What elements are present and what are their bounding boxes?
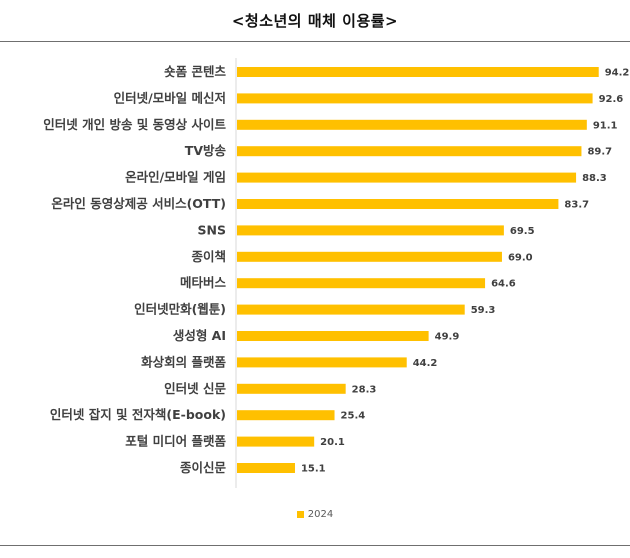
category-label-8: 메타버스 xyxy=(180,275,227,290)
value-label-11: 44.2 xyxy=(413,358,438,369)
bar-7 xyxy=(237,251,502,262)
category-label-6: SNS xyxy=(198,222,226,237)
category-label-4: 온라인/모바일 게임 xyxy=(125,170,226,185)
bar-15 xyxy=(237,463,295,473)
labels-layer: 숏폼 콘텐츠 94.2 인터넷/모바일 메신저 92.6 인터넷 개인 방송 및 동영상… xyxy=(43,64,629,475)
chart-title: <청소년의 매체 이용률> xyxy=(231,12,399,30)
bar-2 xyxy=(237,119,587,130)
top-rule xyxy=(0,41,630,42)
value-label-8: 64.6 xyxy=(491,279,516,290)
category-label-2: 인터넷 개인 방송 및 동영상 사이트 xyxy=(43,117,226,132)
category-label-10: 생성형 AI xyxy=(173,328,226,343)
bar-5 xyxy=(237,199,559,209)
value-label-3: 89.7 xyxy=(587,147,612,158)
bar-6 xyxy=(237,225,504,236)
category-label-5: 온라인 동영상제공 서비스(OTT) xyxy=(51,196,226,211)
bar-13 xyxy=(237,410,335,421)
bar-9 xyxy=(237,304,465,315)
bar-8 xyxy=(237,278,486,289)
category-label-14: 포털 미디어 플랫폼 xyxy=(125,434,226,449)
value-label-6: 69.5 xyxy=(510,226,535,237)
value-label-13: 25.4 xyxy=(341,411,366,422)
value-label-10: 49.9 xyxy=(435,332,460,343)
value-label-14: 20.1 xyxy=(320,437,345,448)
category-label-11: 화상회의 플랫폼 xyxy=(141,354,226,369)
category-label-1: 인터넷/모바일 메신저 xyxy=(114,90,226,105)
category-label-0: 숏폼 콘텐츠 xyxy=(164,64,226,79)
value-label-0: 94.2 xyxy=(605,68,630,79)
category-label-9: 인터넷만화(웹툰) xyxy=(134,302,226,317)
bar-10 xyxy=(237,331,429,341)
category-label-15: 종이신문 xyxy=(180,460,227,475)
bar-4 xyxy=(237,172,577,183)
bar-0 xyxy=(237,67,599,77)
chart-legend: 2024 xyxy=(0,509,630,520)
value-label-12: 28.3 xyxy=(352,384,377,395)
value-label-2: 91.1 xyxy=(593,120,618,131)
value-label-7: 69.0 xyxy=(508,252,533,263)
value-label-1: 92.6 xyxy=(599,94,624,105)
bar-1 xyxy=(237,93,593,104)
category-label-3: TV방송 xyxy=(185,143,227,158)
legend-label: 2024 xyxy=(307,509,334,520)
category-label-13: 인터넷 잡지 및 전자책(E-book) xyxy=(50,407,226,422)
bottom-rule xyxy=(0,545,630,546)
value-label-15: 15.1 xyxy=(301,464,326,475)
value-label-4: 88.3 xyxy=(582,173,607,184)
legend-swatch xyxy=(296,511,304,518)
bars-layer xyxy=(237,67,599,473)
category-label-12: 인터넷 신문 xyxy=(164,381,226,396)
bar-12 xyxy=(237,383,346,394)
bar-11 xyxy=(237,357,407,368)
category-label-7: 종이책 xyxy=(191,249,226,264)
value-label-9: 59.3 xyxy=(471,305,496,316)
value-label-5: 83.7 xyxy=(564,200,589,211)
bar-3 xyxy=(237,146,582,157)
bar-14 xyxy=(237,436,315,447)
